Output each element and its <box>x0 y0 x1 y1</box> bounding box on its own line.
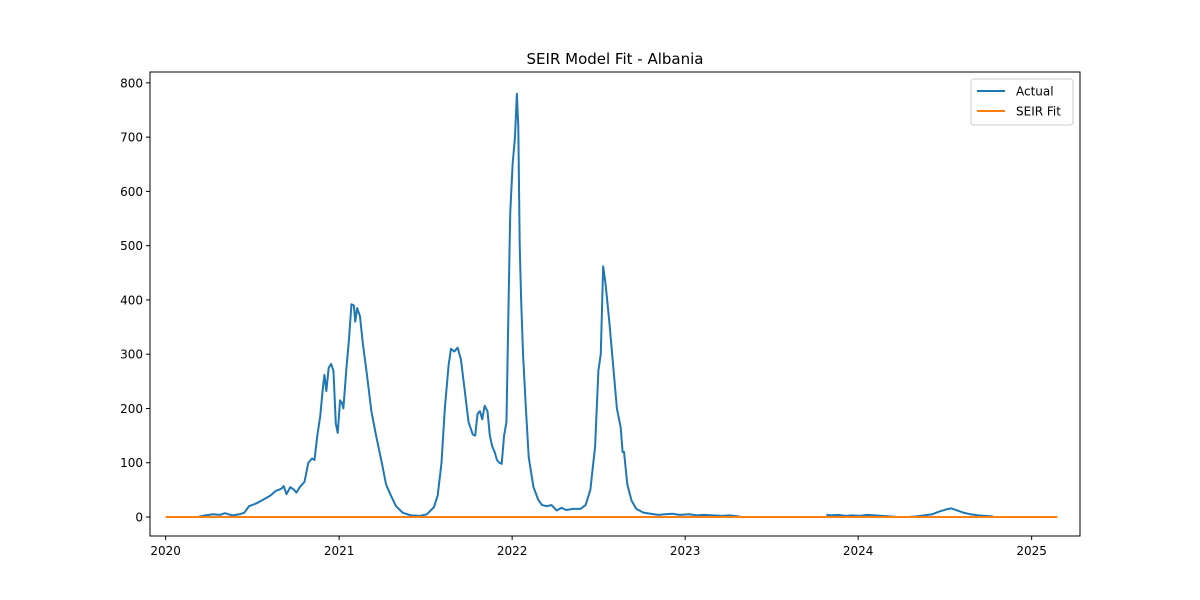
series-line-actual-2 <box>826 507 994 519</box>
x-tick-label: 2022 <box>497 544 528 558</box>
y-tick-label: 200 <box>120 402 143 416</box>
legend-label-seir-fit: SEIR Fit <box>1016 105 1061 119</box>
series-line-actual-1 <box>196 92 741 519</box>
legend: Actual SEIR Fit <box>970 78 1074 126</box>
y-tick-label: 800 <box>120 76 143 90</box>
y-tick-label: 0 <box>135 511 143 525</box>
axes-frame <box>149 71 1081 537</box>
x-tick-label: 2025 <box>1016 544 1047 558</box>
x-tick-label: 2020 <box>150 544 181 558</box>
y-axis: 0 100 200 300 400 500 600 700 800 <box>120 76 150 525</box>
y-tick-label: 400 <box>120 293 143 307</box>
y-tick-label: 100 <box>120 456 143 470</box>
y-tick-label: 600 <box>120 185 143 199</box>
y-tick-label: 500 <box>120 239 143 253</box>
y-tick-label: 700 <box>120 131 143 145</box>
legend-label-actual: Actual <box>1016 85 1054 99</box>
x-axis: 2020 2021 2022 2023 2024 2025 <box>150 536 1047 558</box>
plot-area <box>165 92 1058 519</box>
y-tick-label: 300 <box>120 348 143 362</box>
x-tick-label: 2024 <box>843 544 874 558</box>
x-tick-label: 2021 <box>324 544 355 558</box>
x-tick-label: 2023 <box>670 544 701 558</box>
chart-title: SEIR Model Fit - Albania <box>527 50 704 68</box>
